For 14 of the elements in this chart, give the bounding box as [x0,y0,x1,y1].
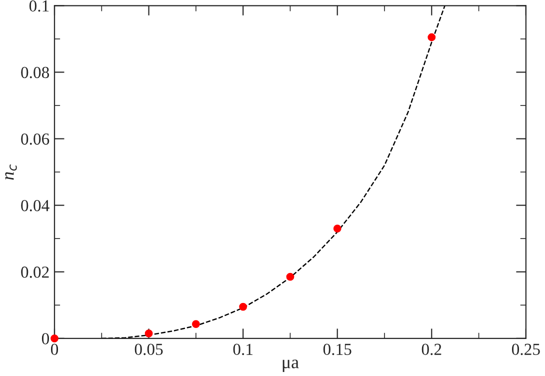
x-tick-label: 0 [50,344,58,355]
y-tick-label: 0.08 [21,66,50,78]
x-tick-label: 0.2 [422,344,442,356]
x-tick-label: 0.1 [233,344,252,356]
y-tick-label: 0.06 [21,133,50,145]
y-tick-label: 0.04 [21,200,50,212]
y-tick-label: 0 [42,333,50,344]
x-axis-title: μa [282,360,299,372]
y-tick-label: 0.02 [21,266,49,278]
x-tick-label: 0.05 [134,344,163,356]
x-tick-label: 0.25 [512,344,540,356]
y-axis-title: n$_{c}$ [5,164,17,180]
x-tick-label: 0.15 [323,344,352,356]
y-tick-label: 0.1 [29,0,49,12]
